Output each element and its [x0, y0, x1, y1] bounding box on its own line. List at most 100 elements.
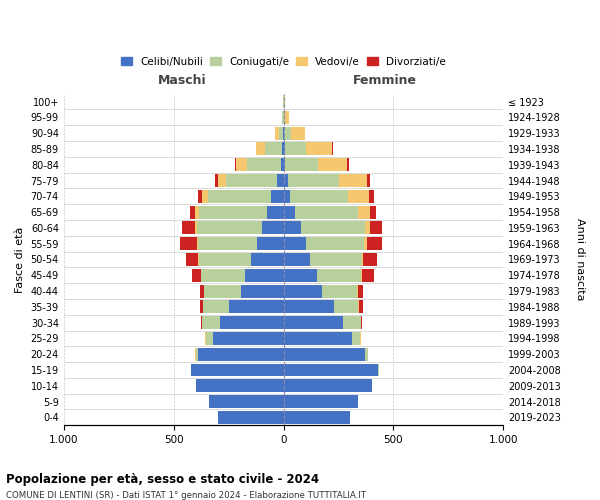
Bar: [256, 142, 265, 156]
Bar: [235, 158, 236, 171]
Bar: [220, 316, 284, 329]
Bar: [198, 253, 199, 266]
Bar: [370, 222, 382, 234]
Bar: [208, 190, 271, 203]
Bar: [262, 222, 284, 234]
Bar: [218, 174, 226, 187]
Bar: [199, 190, 202, 203]
Bar: [198, 237, 257, 250]
Text: COMUNE DI LENTINI (SR) - Dati ISTAT 1° gennaio 2024 - Elaborazione TUTTITALIA.IT: COMUNE DI LENTINI (SR) - Dati ISTAT 1° g…: [6, 491, 366, 500]
Bar: [200, 300, 203, 314]
Bar: [370, 206, 376, 218]
Bar: [317, 269, 361, 281]
Bar: [202, 316, 220, 329]
Bar: [241, 284, 284, 298]
Bar: [284, 284, 322, 298]
Bar: [197, 222, 262, 234]
Bar: [284, 380, 371, 392]
Bar: [290, 126, 305, 140]
Bar: [245, 269, 284, 281]
Bar: [343, 316, 361, 329]
Bar: [352, 332, 360, 345]
Bar: [200, 284, 204, 298]
Bar: [267, 206, 284, 218]
Bar: [283, 111, 284, 124]
Y-axis label: Fasce di età: Fasce di età: [15, 226, 25, 292]
Bar: [191, 364, 284, 376]
Bar: [203, 300, 229, 314]
Bar: [218, 411, 284, 424]
Bar: [265, 142, 283, 156]
Bar: [295, 206, 358, 218]
Bar: [301, 222, 365, 234]
Bar: [284, 222, 301, 234]
Bar: [251, 253, 284, 266]
Bar: [359, 300, 363, 314]
Bar: [205, 284, 241, 298]
Bar: [319, 158, 347, 171]
Bar: [284, 126, 290, 140]
Bar: [357, 284, 358, 298]
Legend: Celibi/Nubili, Coniugati/e, Vedovi/e, Divorziati/e: Celibi/Nubili, Coniugati/e, Vedovi/e, Di…: [117, 52, 450, 71]
Bar: [284, 395, 358, 408]
Y-axis label: Anni di nascita: Anni di nascita: [575, 218, 585, 300]
Bar: [370, 190, 374, 203]
Bar: [195, 348, 196, 360]
Bar: [197, 237, 198, 250]
Bar: [283, 142, 284, 156]
Bar: [365, 222, 370, 234]
Text: Popolazione per età, sesso e stato civile - 2024: Popolazione per età, sesso e stato civil…: [6, 472, 319, 486]
Bar: [284, 111, 289, 124]
Bar: [202, 190, 208, 203]
Bar: [200, 269, 201, 281]
Bar: [284, 316, 343, 329]
Bar: [284, 269, 317, 281]
Bar: [362, 269, 374, 281]
Bar: [195, 206, 199, 218]
Bar: [310, 253, 362, 266]
Bar: [196, 348, 198, 360]
Bar: [290, 190, 349, 203]
Bar: [180, 237, 197, 250]
Bar: [186, 253, 198, 266]
Bar: [226, 174, 277, 187]
Bar: [284, 206, 295, 218]
Text: Femmine: Femmine: [353, 74, 416, 87]
Bar: [338, 174, 367, 187]
Bar: [361, 316, 362, 329]
Bar: [367, 237, 382, 250]
Bar: [271, 190, 284, 203]
Bar: [213, 332, 284, 345]
Bar: [288, 174, 338, 187]
Bar: [347, 158, 349, 171]
Bar: [286, 158, 319, 171]
Bar: [358, 300, 359, 314]
Bar: [277, 174, 284, 187]
Text: Maschi: Maschi: [158, 74, 207, 87]
Bar: [365, 348, 368, 360]
Bar: [305, 237, 364, 250]
Bar: [279, 126, 283, 140]
Bar: [257, 237, 284, 250]
Bar: [284, 300, 334, 314]
Bar: [284, 332, 352, 345]
Bar: [206, 332, 213, 345]
Bar: [284, 142, 305, 156]
Bar: [281, 158, 284, 171]
Bar: [367, 174, 370, 187]
Bar: [201, 269, 245, 281]
Bar: [364, 253, 377, 266]
Bar: [284, 411, 350, 424]
Bar: [334, 300, 358, 314]
Bar: [322, 284, 357, 298]
Bar: [236, 158, 247, 171]
Bar: [196, 380, 284, 392]
Bar: [378, 364, 379, 376]
Bar: [284, 158, 286, 171]
Bar: [349, 190, 370, 203]
Bar: [284, 348, 365, 360]
Bar: [284, 253, 310, 266]
Bar: [284, 364, 378, 376]
Bar: [284, 190, 290, 203]
Bar: [201, 316, 202, 329]
